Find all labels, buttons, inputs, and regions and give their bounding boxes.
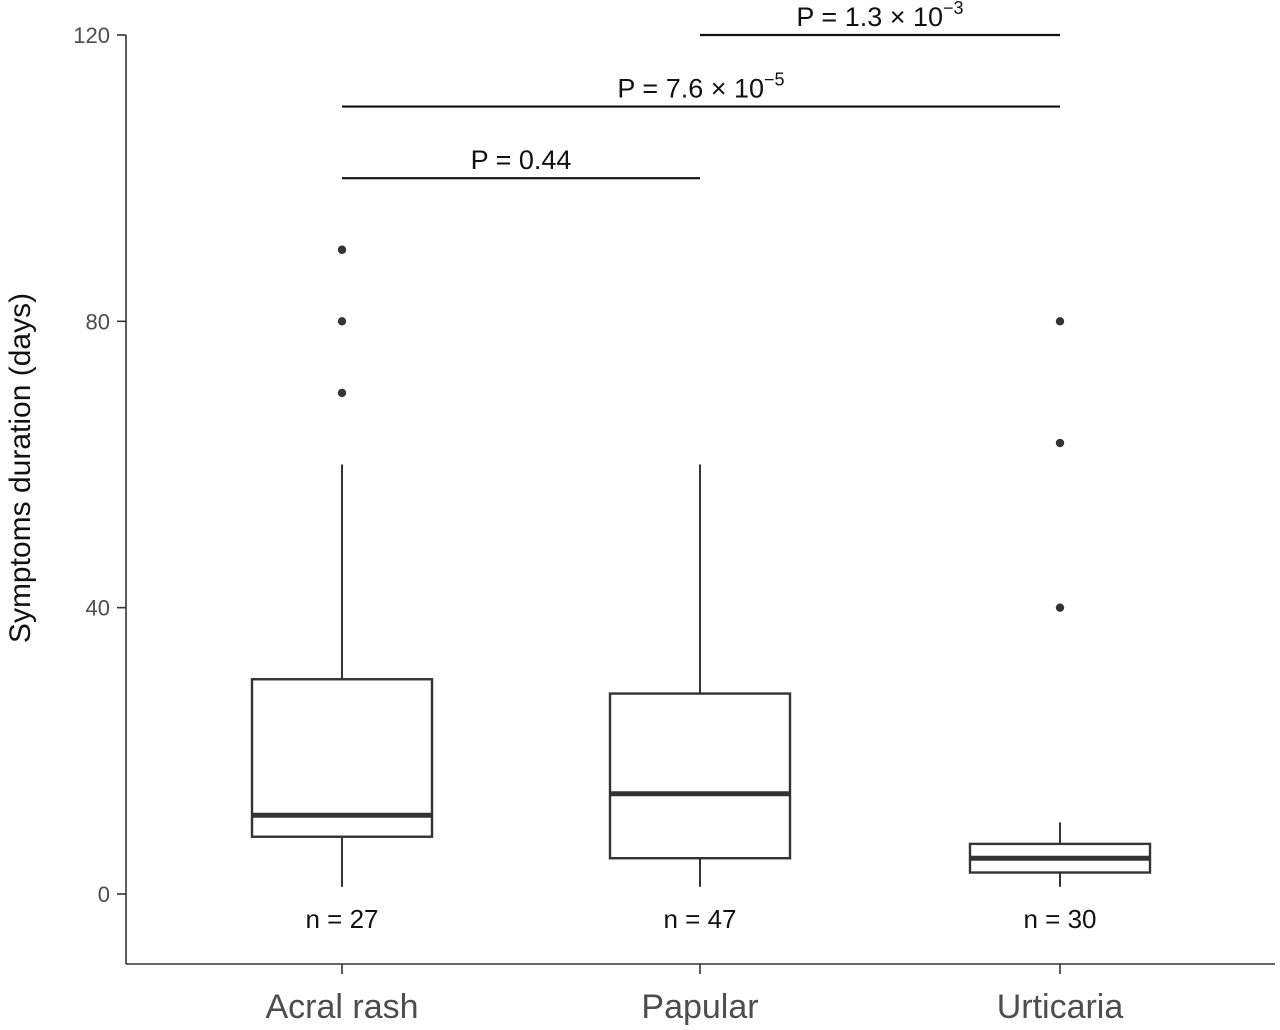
sample-size-label: n = 47 [663, 904, 736, 934]
y-tick-label: 80 [86, 309, 110, 334]
comparison-bracket: P = 1.3 × 10−3 [700, 0, 1060, 37]
outlier-point [1055, 438, 1065, 448]
y-tick-label: 120 [73, 23, 110, 48]
x-tick-label: Acral rash [265, 988, 418, 1026]
y-tick-label: 0 [98, 882, 110, 907]
p-value-label: P = 7.6 × 10−5 [617, 70, 784, 104]
comparison-bracket: P = 7.6 × 10−5 [342, 70, 1060, 108]
p-value-exponent: −3 [943, 0, 964, 18]
significance-brackets: P = 0.44 P = 7.6 × 10−5 P = 1.3 × 10−3 [342, 0, 1060, 180]
p-value-text: P = 7.6 × 10 [617, 74, 764, 104]
x-tick-label: Papular [641, 988, 758, 1026]
sample-size-label: n = 30 [1023, 904, 1096, 934]
outlier-point [1055, 603, 1065, 612]
p-value-exponent: −5 [764, 70, 785, 90]
p-value-text: P = 0.44 [471, 145, 572, 175]
x-tick-label: Urticaria [997, 988, 1124, 1026]
p-value-label: P = 0.44 [471, 145, 572, 175]
y-axis: 0 40 80 120 [73, 23, 127, 964]
box-group: n = 30 [968, 317, 1152, 934]
outlier-point [337, 388, 347, 398]
box-group: n = 27 [250, 245, 434, 934]
box-group: n = 47 [608, 464, 792, 934]
iqr-box [250, 678, 434, 838]
sample-size-label: n = 27 [305, 904, 378, 934]
y-axis-label: Symptoms duration (days) [4, 293, 37, 643]
box-series: n = 27 n = 47 n = 30 [250, 245, 1152, 934]
outlier-point [337, 317, 347, 326]
y-tick-label: 40 [86, 596, 110, 621]
outlier-point [1055, 317, 1065, 326]
iqr-box [608, 692, 792, 860]
p-value-text: P = 1.3 × 10 [796, 2, 943, 32]
outlier-point [337, 245, 347, 254]
x-axis: Acral rash Papular Urticaria [126, 963, 1275, 1026]
comparison-bracket: P = 0.44 [342, 145, 700, 180]
p-value-label: P = 1.3 × 10−3 [796, 0, 963, 32]
